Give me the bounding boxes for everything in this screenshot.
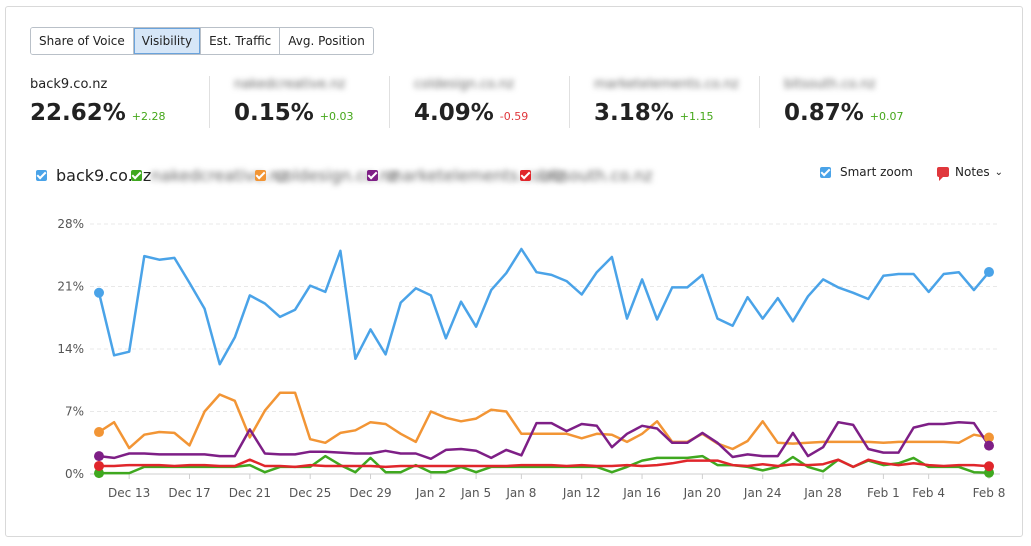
stat-divider xyxy=(759,76,760,128)
stat-domain-2: nakedcreative.nz 0.15% +0.03 xyxy=(234,76,354,132)
checkbox-icon[interactable] xyxy=(255,170,266,181)
legend-label: bitsouth.co.nz xyxy=(540,166,653,185)
tab-share-of-voice[interactable]: Share of Voice xyxy=(31,28,134,54)
stat-value: 22.62% +2.28 xyxy=(30,100,166,126)
checkbox-icon[interactable] xyxy=(520,170,531,181)
stat-value-number: 4.09% xyxy=(414,100,494,126)
stat-value: 0.87% +0.07 xyxy=(784,100,904,126)
tab-visibility[interactable]: Visibility xyxy=(133,28,202,54)
series-start-point xyxy=(94,460,104,471)
y-tick-label: 14% xyxy=(57,342,84,356)
x-axis-ticks: Dec 13 Dec 17 Dec 21 Dec 25 Dec 29 Jan 2 Jan 5… xyxy=(108,474,1005,500)
x-tick-label: Feb 1 xyxy=(867,486,900,500)
stat-domain-label: bitsouth.co.nz xyxy=(784,77,876,92)
x-tick-label: Jan 16 xyxy=(622,486,661,500)
y-axis-ticks: 0% 7% 14% 21% 28% xyxy=(57,217,84,481)
stat-value: 0.15% +0.03 xyxy=(234,100,354,126)
legend-label: back9.co.nz xyxy=(56,166,152,185)
stat-delta: -0.59 xyxy=(499,110,529,123)
stat-domain-3: coldesign.co.nz 4.09% -0.59 xyxy=(414,76,528,132)
x-tick-label: Jan 28 xyxy=(803,486,842,500)
smart-zoom-label: Smart zoom xyxy=(840,165,913,179)
x-tick-label: Dec 13 xyxy=(108,486,150,500)
x-tick-label: Jan 24 xyxy=(743,486,782,500)
legend-item-competitor-1[interactable]: nakedcreative.nz xyxy=(131,166,288,185)
metric-tabs: Share of Voice Visibility Est. Traffic A… xyxy=(30,27,374,55)
stat-value-number: 3.18% xyxy=(594,100,674,126)
series-end-point xyxy=(984,440,994,451)
x-tick-label: Dec 25 xyxy=(289,486,331,500)
x-tick-label: Jan 2 xyxy=(415,486,446,500)
stat-value: 3.18% +1.15 xyxy=(594,100,714,126)
series-line-marketelements-co-nz xyxy=(98,420,991,461)
series-line-back9-co-nz xyxy=(97,247,990,366)
x-tick-label: Dec 29 xyxy=(349,486,391,500)
series-end-point xyxy=(984,432,994,443)
stat-domain-5: bitsouth.co.nz 0.87% +0.07 xyxy=(784,76,904,132)
stat-domain-label: coldesign.co.nz xyxy=(414,77,515,92)
series-start-point xyxy=(94,427,104,438)
series-start-point xyxy=(94,451,104,462)
y-tick-label: 21% xyxy=(57,280,84,294)
series-end-point xyxy=(984,461,994,472)
series-line-bitsouth-co-nz xyxy=(99,458,990,469)
stat-divider xyxy=(209,76,210,128)
checkbox-icon[interactable] xyxy=(131,170,142,181)
stat-value-number: 0.15% xyxy=(234,100,314,126)
tab-est-traffic[interactable]: Est. Traffic xyxy=(201,28,281,54)
chart-gridlines xyxy=(90,223,1000,475)
stat-domain-4: marketelements.co.nz 3.18% +1.15 xyxy=(594,76,739,132)
stat-value-number: 0.87% xyxy=(784,100,864,126)
stat-divider xyxy=(389,76,390,128)
chevron-down-icon: ⌄ xyxy=(994,166,1004,178)
checkbox-icon[interactable] xyxy=(367,170,378,181)
chart-series xyxy=(94,247,994,479)
stat-value: 4.09% -0.59 xyxy=(414,100,528,126)
speech-bubble-icon xyxy=(937,167,949,181)
series-end-point xyxy=(984,267,994,278)
notes-dropdown[interactable]: Notes ⌄ xyxy=(937,165,1004,181)
stat-divider xyxy=(569,76,570,128)
x-tick-label: Jan 20 xyxy=(683,486,722,500)
legend-item-competitor-4[interactable]: bitsouth.co.nz xyxy=(520,166,653,185)
x-tick-label: Feb 4 xyxy=(912,486,945,500)
tab-avg-position[interactable]: Avg. Position xyxy=(280,28,373,54)
y-tick-label: 7% xyxy=(65,405,84,419)
checkbox-icon[interactable] xyxy=(36,170,47,181)
x-tick-label: Dec 17 xyxy=(168,486,210,500)
series-start-point xyxy=(94,287,104,298)
stat-delta: +2.28 xyxy=(131,110,166,123)
x-tick-label: Jan 5 xyxy=(460,486,491,500)
checkbox-icon[interactable] xyxy=(820,166,831,178)
x-tick-label: Jan 8 xyxy=(505,486,536,500)
x-tick-label: Feb 8 xyxy=(973,486,1006,500)
stat-domain-1: back9.co.nz 22.62% +2.28 xyxy=(30,76,166,132)
series-line-coldesign-co-nz xyxy=(98,391,990,451)
visibility-card xyxy=(5,6,1023,537)
y-tick-label: 28% xyxy=(57,217,84,231)
y-tick-label: 0% xyxy=(65,467,84,481)
legend-label: nakedcreative.nz xyxy=(151,166,288,185)
stat-delta: +0.03 xyxy=(319,110,354,123)
x-tick-label: Jan 12 xyxy=(562,486,601,500)
series-start-point xyxy=(94,468,104,479)
stat-domain-label: marketelements.co.nz xyxy=(594,77,739,92)
stat-delta: +1.15 xyxy=(679,110,714,123)
smart-zoom-toggle[interactable]: Smart zoom xyxy=(820,165,913,179)
notes-label: Notes xyxy=(955,165,990,179)
stat-delta: +0.07 xyxy=(869,110,904,123)
stat-domain-label: back9.co.nz xyxy=(30,77,108,92)
x-tick-label: Dec 21 xyxy=(229,486,271,500)
stat-value-number: 22.62% xyxy=(30,100,126,126)
stat-domain-label: nakedcreative.nz xyxy=(234,77,346,92)
legend-item-back9[interactable]: back9.co.nz xyxy=(36,166,151,185)
